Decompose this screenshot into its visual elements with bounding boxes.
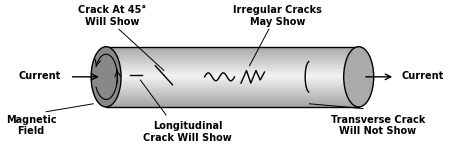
Bar (106, 101, 359, 102)
Bar (106, 75, 359, 77)
Bar (106, 50, 359, 51)
Bar (106, 54, 359, 56)
Bar (106, 81, 359, 83)
Bar (106, 104, 359, 105)
Bar (106, 95, 359, 96)
Text: Magnetic
Field: Magnetic Field (6, 115, 57, 136)
Bar (106, 53, 359, 54)
Bar (106, 80, 359, 81)
Bar (106, 65, 359, 66)
Bar (106, 62, 359, 63)
Bar (106, 102, 359, 104)
Bar (106, 74, 359, 75)
Bar (106, 66, 359, 68)
Bar (106, 96, 359, 98)
Bar (106, 57, 359, 59)
Bar (106, 90, 359, 92)
Bar (106, 105, 359, 107)
Text: Irregular Cracks
May Show: Irregular Cracks May Show (233, 5, 322, 27)
Text: Transverse Crack
Will Not Show: Transverse Crack Will Not Show (331, 115, 425, 136)
Bar (106, 48, 359, 50)
Bar (106, 71, 359, 72)
Bar (106, 51, 359, 53)
Bar (106, 84, 359, 86)
Bar (106, 60, 359, 62)
Bar (106, 59, 359, 60)
Bar (106, 87, 359, 89)
Bar (106, 99, 359, 101)
Bar (106, 69, 359, 71)
Bar (106, 89, 359, 90)
Bar (106, 93, 359, 95)
Text: Current: Current (401, 71, 444, 81)
Text: Crack At 45°
Will Show: Crack At 45° Will Show (78, 5, 147, 27)
Bar (106, 77, 359, 78)
Ellipse shape (344, 47, 374, 107)
Bar (106, 68, 359, 69)
Text: Current: Current (19, 71, 61, 81)
Ellipse shape (91, 47, 121, 107)
Bar (106, 47, 359, 48)
Text: Longitudinal
Crack Will Show: Longitudinal Crack Will Show (143, 121, 232, 143)
Bar (106, 86, 359, 87)
Bar (106, 83, 359, 84)
Bar (106, 63, 359, 65)
Bar (106, 98, 359, 99)
Bar (106, 78, 359, 80)
Bar (106, 92, 359, 93)
Bar (106, 56, 359, 57)
Bar (106, 72, 359, 74)
